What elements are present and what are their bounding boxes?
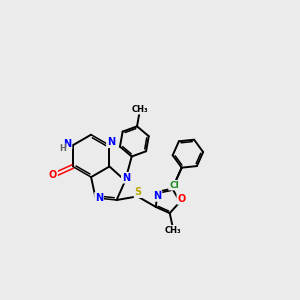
Text: N: N (63, 139, 71, 149)
Text: CH₃: CH₃ (165, 226, 182, 235)
Text: Cl: Cl (169, 181, 179, 190)
Text: N: N (95, 193, 103, 203)
Text: N: N (122, 173, 130, 183)
Text: O: O (49, 170, 57, 180)
Text: N: N (153, 191, 161, 201)
Text: CH₃: CH₃ (132, 105, 148, 114)
Text: S: S (134, 187, 142, 197)
Text: O: O (177, 194, 185, 204)
Text: N: N (107, 137, 115, 147)
Text: H: H (59, 144, 66, 153)
